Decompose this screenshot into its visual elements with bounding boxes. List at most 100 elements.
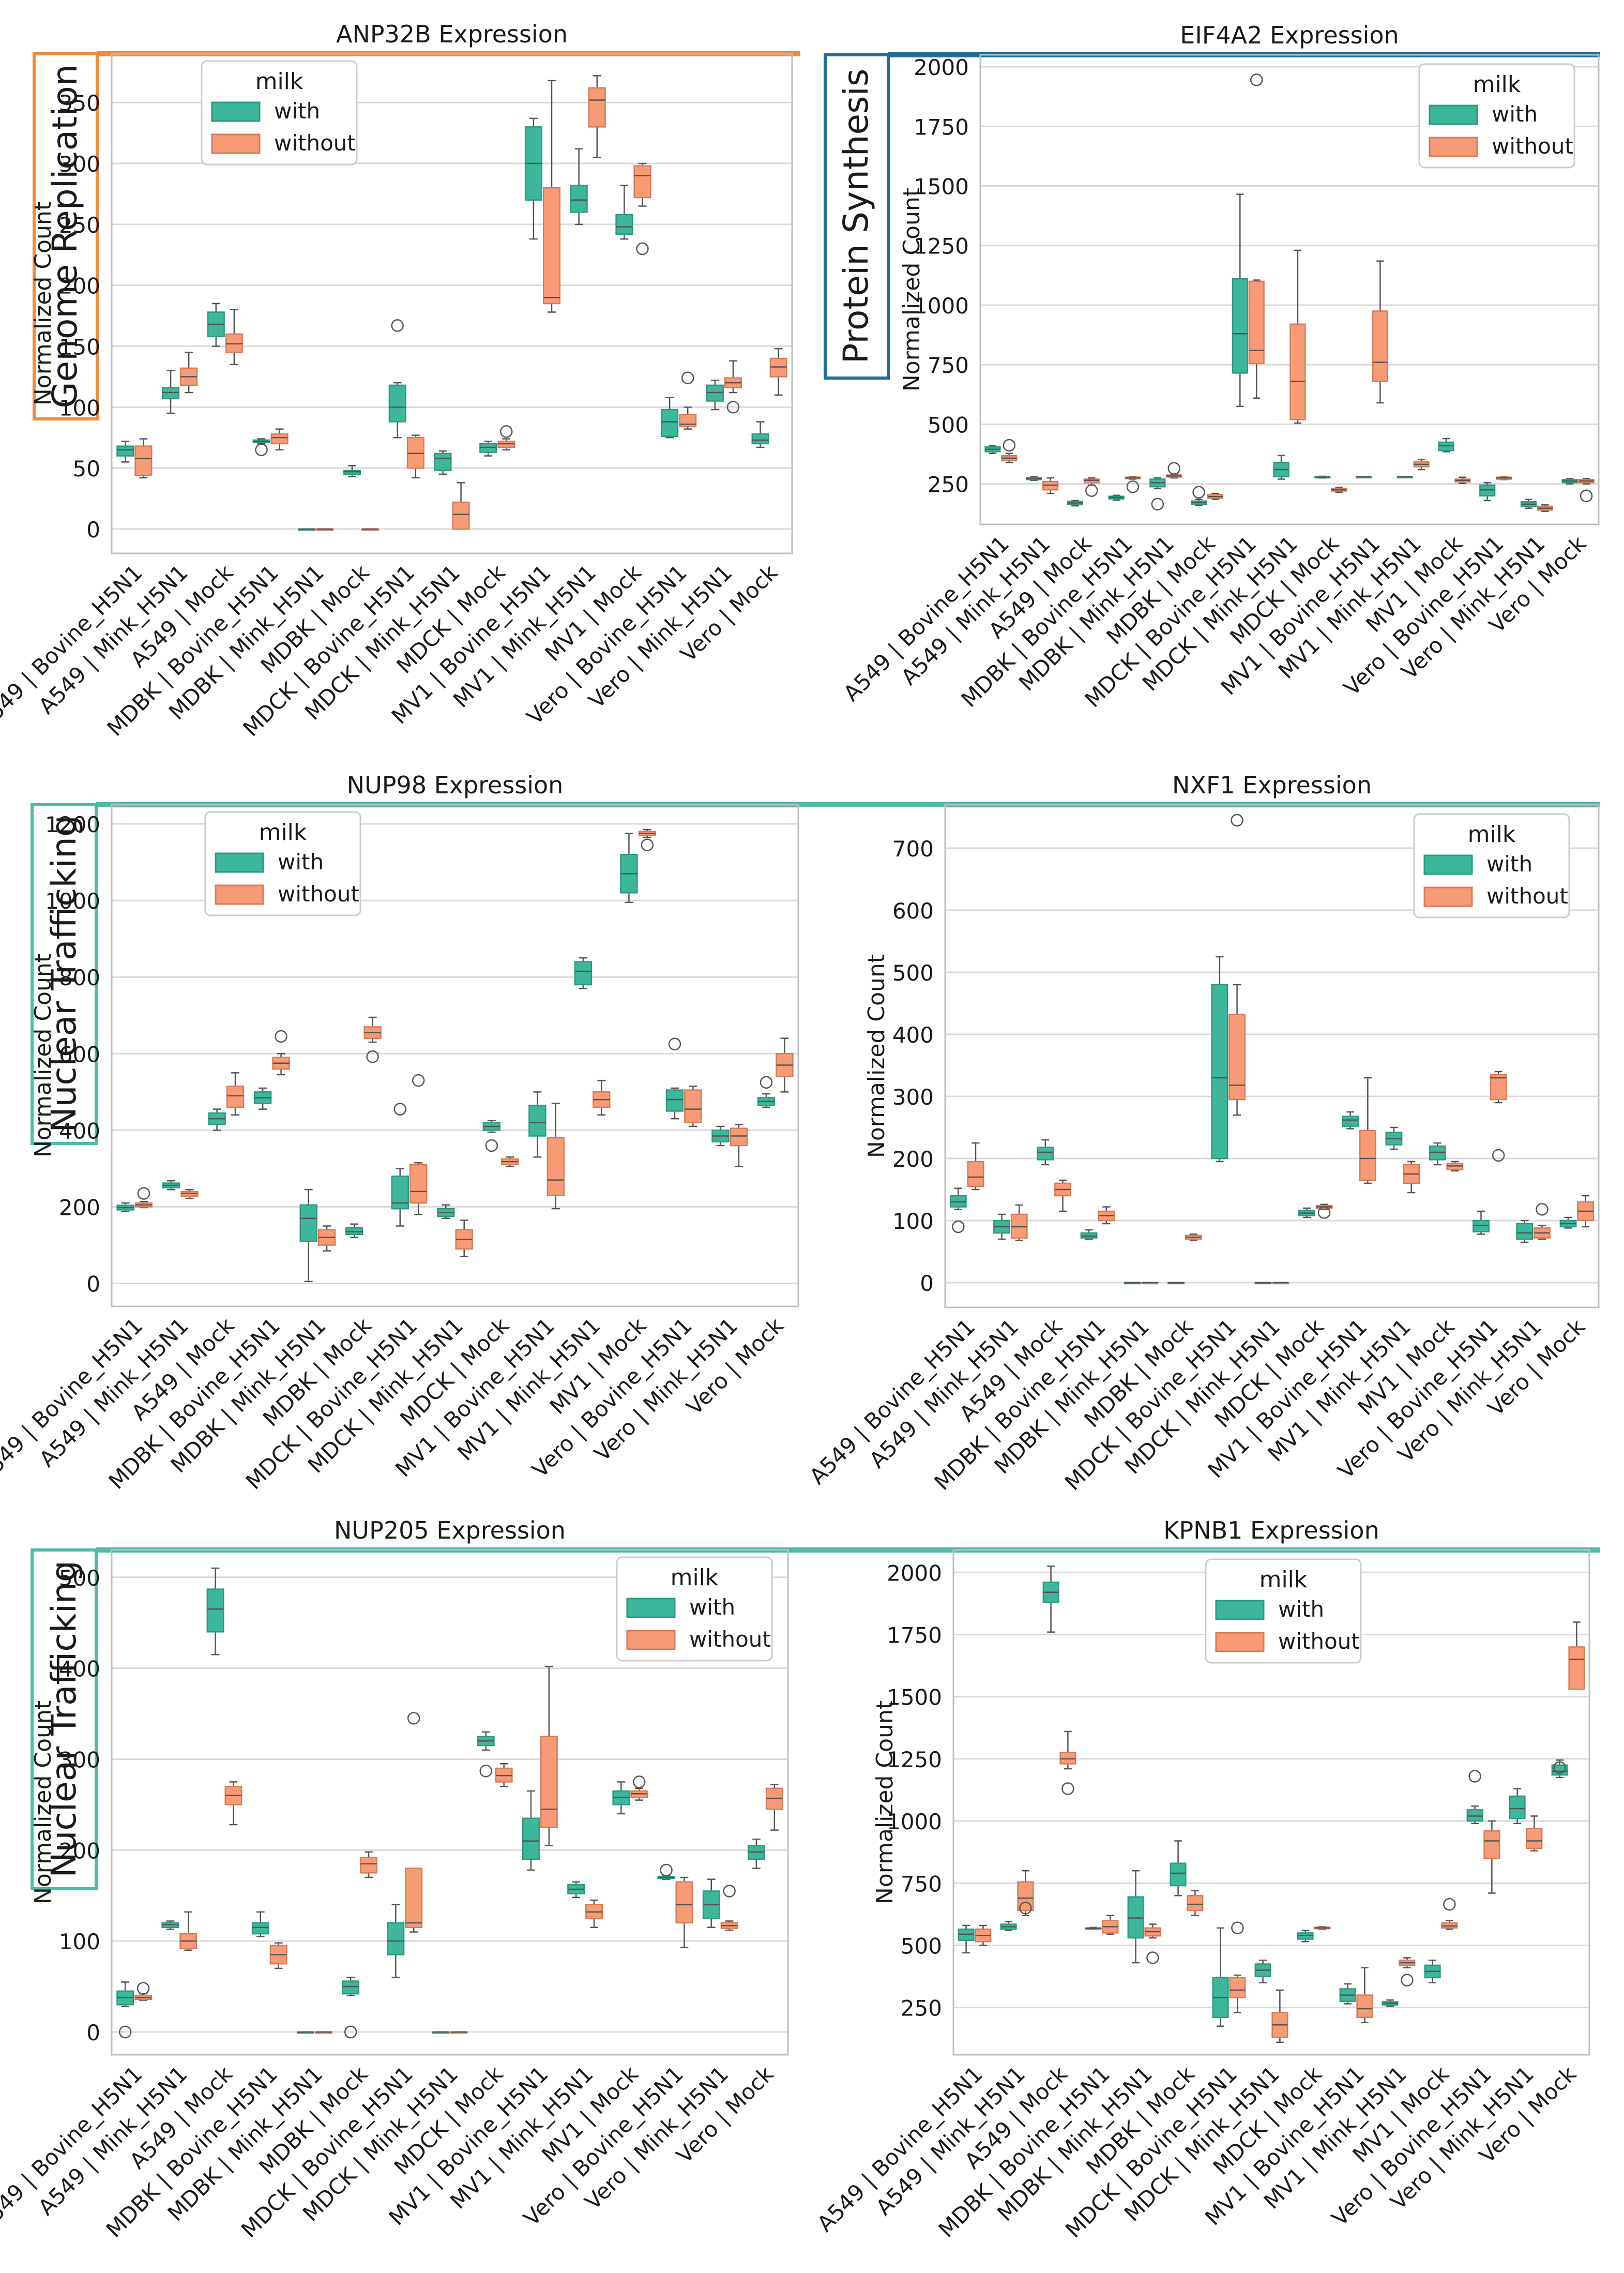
outlier-point	[479, 1765, 493, 1778]
y-tick-label: 1250	[914, 234, 969, 259]
box-body	[1509, 1795, 1526, 1819]
plot-frame	[944, 804, 1600, 1308]
box-with	[751, 421, 769, 448]
box-with	[1473, 1210, 1490, 1235]
y-axis-label: Normalized Count	[30, 954, 56, 1157]
panel-nup98: NUP98 Expression 0 200 400 600 800 1000 1200 Nor…	[0, 771, 799, 1494]
box-without	[134, 1187, 153, 1209]
box-without	[1125, 476, 1141, 493]
outlier-point	[636, 242, 649, 255]
box-with	[1561, 478, 1578, 485]
box-body	[1483, 1830, 1500, 1859]
box-with	[343, 465, 361, 477]
outlier-point	[760, 1076, 773, 1089]
box-with	[748, 1838, 765, 1869]
box-without	[1054, 1179, 1071, 1212]
box-without	[1490, 1071, 1507, 1162]
group-label-genome-replication: Genome Replication	[45, 64, 85, 408]
outlier-point	[726, 401, 740, 414]
box-without	[495, 1763, 513, 1787]
group-frame-genome-replication	[33, 52, 99, 420]
box-without	[1059, 1730, 1076, 1795]
y-tick-label: 0	[86, 517, 100, 543]
outlier-point	[1250, 73, 1263, 86]
group-tag-nuclear-trafficking-1: Nuclear Trafficking	[31, 802, 1600, 1145]
box-body	[1372, 310, 1389, 382]
box-without	[1314, 1926, 1331, 1930]
box-without	[1441, 1898, 1458, 1930]
box-without	[1399, 1957, 1416, 1987]
box-without	[497, 425, 515, 450]
box-body	[665, 1089, 684, 1112]
box-without	[226, 1072, 245, 1116]
legend-swatch-without	[1429, 137, 1478, 157]
outlier-point	[1192, 486, 1205, 499]
legend-swatch-with	[1429, 104, 1478, 125]
box-without	[1010, 1204, 1028, 1241]
box-body	[1037, 1147, 1054, 1161]
box-with	[1037, 1139, 1054, 1166]
y-tick-label: 500	[892, 960, 934, 986]
box-without	[405, 1712, 423, 1933]
box-without	[720, 1885, 738, 1931]
plot-frame	[111, 1549, 789, 2056]
box-without	[684, 1085, 702, 1127]
y-axis-label: Normalized Count	[872, 1700, 898, 1904]
box-without	[1207, 492, 1224, 500]
box-with	[958, 1924, 975, 1954]
outlier-point	[632, 1775, 646, 1788]
outlier-point	[1151, 498, 1164, 511]
y-tick-label: 150	[59, 334, 100, 359]
group-frame-protein-synthesis	[824, 53, 890, 380]
outlier-point	[412, 1074, 425, 1087]
outlier-point	[1553, 1761, 1566, 1774]
box-with	[116, 1202, 134, 1212]
box-with	[702, 1878, 720, 1929]
box-without	[1454, 476, 1471, 484]
box-with	[342, 1977, 360, 2039]
box-without	[765, 1784, 783, 1831]
box-without	[360, 1851, 377, 1878]
box-with	[528, 1091, 547, 1158]
box-without	[501, 1156, 519, 1167]
box-with	[437, 1204, 455, 1219]
y-tick-label: 750	[901, 1871, 942, 1896]
box-body	[528, 1105, 547, 1137]
box-body	[1490, 1074, 1507, 1101]
y-tick-label: 1750	[914, 114, 969, 140]
box-with	[1190, 486, 1207, 506]
box-with	[162, 1180, 180, 1191]
legend-title: milk	[259, 819, 307, 846]
box-with	[161, 1920, 179, 1930]
legend: milk with without	[204, 811, 361, 916]
box-with	[116, 440, 134, 463]
box-body	[388, 384, 406, 423]
outlier-point	[275, 1030, 287, 1043]
outlier-point	[1317, 1206, 1331, 1219]
legend-swatch-without	[1215, 1632, 1265, 1652]
outlier-point	[1492, 1149, 1505, 1162]
box-with	[1108, 494, 1125, 501]
box-body	[574, 961, 593, 986]
y-tick-label: 600	[892, 898, 934, 924]
y-axis-label: Normalized Count	[863, 954, 890, 1158]
legend: milk with without	[1205, 1558, 1362, 1664]
box-with	[482, 1120, 501, 1152]
box-body	[251, 1922, 269, 1935]
box-body	[1568, 1646, 1585, 1690]
legend: milk with without	[201, 60, 358, 165]
box-body	[1211, 984, 1228, 1160]
chart-title: NUP98 Expression	[347, 771, 564, 799]
y-tick-label: 1000	[887, 1809, 942, 1834]
box-without	[270, 428, 289, 450]
box-with	[522, 1790, 540, 1871]
outlier-point	[1003, 439, 1016, 452]
box-with	[477, 1731, 495, 1778]
box-with	[1273, 455, 1289, 480]
legend-swatch-without	[211, 133, 261, 154]
legend-swatch-without	[215, 884, 264, 905]
box-with	[1551, 1759, 1568, 1779]
box-body	[588, 87, 606, 128]
legend-label-without: without	[689, 1627, 771, 1652]
